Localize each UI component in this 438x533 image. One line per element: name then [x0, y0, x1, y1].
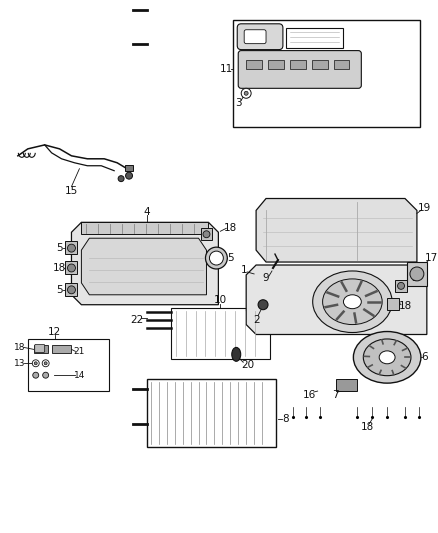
Ellipse shape: [209, 251, 223, 265]
Ellipse shape: [232, 348, 241, 361]
Ellipse shape: [343, 295, 361, 309]
Ellipse shape: [67, 264, 75, 272]
Text: 15: 15: [65, 185, 78, 196]
Text: 5: 5: [412, 273, 418, 283]
Text: 19: 19: [418, 204, 431, 213]
Text: 20: 20: [242, 360, 255, 370]
Bar: [268, 60, 284, 69]
Bar: [395, 280, 407, 292]
Text: 18: 18: [14, 343, 25, 352]
Ellipse shape: [67, 244, 75, 252]
Ellipse shape: [205, 247, 227, 269]
Ellipse shape: [203, 231, 210, 238]
Bar: [64, 241, 78, 254]
Text: 18: 18: [399, 301, 412, 311]
Text: 18: 18: [53, 263, 66, 273]
Text: 17: 17: [425, 253, 438, 263]
Ellipse shape: [44, 362, 47, 365]
Bar: [201, 228, 212, 240]
Text: 5: 5: [227, 253, 233, 263]
Bar: [286, 28, 343, 47]
Ellipse shape: [258, 300, 268, 310]
Ellipse shape: [241, 88, 251, 98]
Bar: [333, 60, 350, 69]
Bar: [64, 261, 78, 274]
Ellipse shape: [353, 332, 421, 383]
Ellipse shape: [410, 267, 424, 281]
Bar: [64, 283, 78, 296]
Ellipse shape: [42, 372, 49, 378]
Text: 22: 22: [131, 314, 144, 325]
Text: 16: 16: [303, 390, 316, 400]
Text: 2: 2: [253, 314, 259, 325]
Text: 13: 13: [14, 359, 25, 368]
Text: 5: 5: [56, 243, 63, 253]
Bar: [52, 345, 71, 353]
FancyBboxPatch shape: [237, 24, 283, 50]
Polygon shape: [246, 265, 427, 335]
Ellipse shape: [32, 360, 39, 367]
Text: 18: 18: [360, 422, 374, 432]
Bar: [81, 222, 208, 234]
Ellipse shape: [323, 279, 382, 325]
Ellipse shape: [42, 360, 49, 367]
Bar: [147, 379, 276, 447]
Text: 4: 4: [144, 207, 150, 217]
Ellipse shape: [67, 286, 75, 294]
Ellipse shape: [363, 339, 411, 376]
Bar: [34, 345, 48, 353]
Ellipse shape: [126, 172, 133, 179]
FancyBboxPatch shape: [35, 344, 45, 352]
Bar: [312, 60, 328, 69]
FancyBboxPatch shape: [244, 30, 266, 44]
Text: 12: 12: [48, 327, 61, 336]
Ellipse shape: [398, 282, 405, 289]
Text: 14: 14: [74, 370, 85, 379]
Bar: [336, 379, 357, 391]
Text: 18: 18: [224, 223, 237, 233]
Bar: [387, 298, 399, 310]
Text: 7: 7: [332, 390, 339, 400]
Ellipse shape: [34, 362, 37, 365]
Text: 1: 1: [241, 265, 247, 275]
Bar: [28, 340, 109, 391]
Bar: [125, 165, 133, 171]
Ellipse shape: [379, 351, 395, 364]
Bar: [171, 308, 270, 359]
Text: 3: 3: [235, 98, 241, 108]
Text: 8: 8: [283, 414, 289, 424]
Text: 10: 10: [214, 295, 227, 305]
Ellipse shape: [118, 176, 124, 182]
Ellipse shape: [244, 91, 248, 95]
Polygon shape: [81, 238, 206, 295]
Text: 21: 21: [74, 347, 85, 356]
Ellipse shape: [313, 271, 392, 333]
Text: 5: 5: [56, 285, 63, 295]
Bar: [246, 60, 262, 69]
Bar: [290, 60, 306, 69]
Text: 9: 9: [263, 273, 269, 283]
Text: 6: 6: [421, 352, 428, 362]
Ellipse shape: [33, 372, 39, 378]
Bar: [233, 20, 420, 127]
Polygon shape: [256, 198, 417, 262]
FancyBboxPatch shape: [238, 51, 361, 88]
Text: 11: 11: [220, 64, 233, 75]
Polygon shape: [71, 222, 219, 305]
Bar: [407, 262, 427, 286]
